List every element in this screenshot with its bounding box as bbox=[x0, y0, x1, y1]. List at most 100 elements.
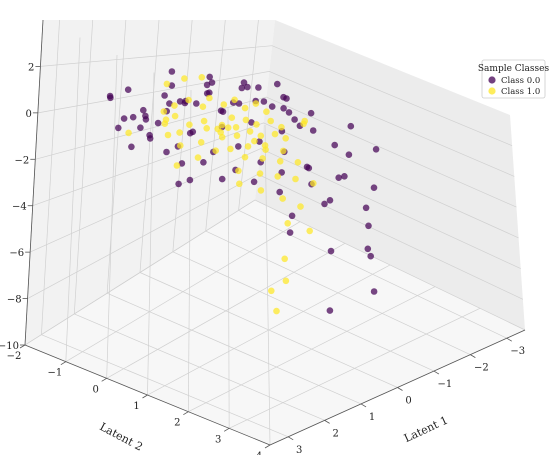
grid-line-x bbox=[106, 19, 127, 294]
point-class-0 bbox=[248, 119, 255, 126]
y-tick-label: 4 bbox=[256, 451, 262, 455]
x-tick-mark bbox=[397, 387, 403, 391]
point-class-1 bbox=[236, 180, 243, 188]
z-tick-label: 2 bbox=[28, 62, 34, 73]
point-class-1 bbox=[310, 180, 317, 187]
point-class-0 bbox=[217, 107, 225, 114]
point-class-0 bbox=[189, 128, 197, 136]
point-class-0 bbox=[335, 174, 343, 181]
point-class-0 bbox=[154, 119, 162, 127]
point-class-1 bbox=[199, 103, 207, 110]
y-tick-label: −1 bbox=[47, 368, 62, 379]
point-class-0 bbox=[175, 180, 182, 188]
point-class-1 bbox=[246, 128, 254, 135]
point-class-0 bbox=[327, 247, 335, 255]
point-class-1 bbox=[251, 137, 258, 145]
point-class-0 bbox=[256, 138, 263, 145]
point-class-0 bbox=[286, 229, 294, 236]
point-class-0 bbox=[288, 212, 296, 220]
point-class-0 bbox=[238, 84, 246, 92]
point-class-0 bbox=[203, 81, 211, 89]
point-class-0 bbox=[326, 197, 334, 204]
point-class-0 bbox=[307, 109, 315, 117]
legend-label-class-0: Class 0.0 bbox=[501, 76, 540, 86]
x-tick-label: 0 bbox=[405, 396, 411, 407]
point-class-1 bbox=[268, 287, 275, 295]
point-class-1 bbox=[231, 96, 238, 104]
point-class-1 bbox=[197, 139, 205, 146]
point-class-0 bbox=[142, 116, 150, 123]
point-class-1 bbox=[279, 147, 287, 155]
point-class-1 bbox=[281, 255, 289, 263]
point-class-1 bbox=[253, 121, 260, 128]
point-class-0 bbox=[161, 92, 168, 99]
point-class-1 bbox=[227, 145, 234, 153]
point-class-1 bbox=[294, 159, 302, 166]
y-tick-mark bbox=[60, 361, 67, 366]
z-tick-label: −4 bbox=[12, 202, 27, 213]
y-tick-mark bbox=[183, 411, 189, 416]
point-class-1 bbox=[198, 74, 206, 81]
x-axis-label: Latent 1 bbox=[402, 414, 450, 446]
point-class-0 bbox=[208, 79, 216, 86]
point-class-1 bbox=[218, 121, 226, 129]
point-class-1 bbox=[306, 227, 314, 235]
point-class-1 bbox=[241, 104, 249, 112]
point-class-1 bbox=[252, 100, 260, 107]
point-class-0 bbox=[372, 146, 380, 153]
point-class-1 bbox=[284, 220, 292, 227]
grid-line-x bbox=[238, 19, 259, 211]
point-class-1 bbox=[164, 131, 172, 139]
point-class-1 bbox=[218, 133, 226, 141]
grid-line-y-floor bbox=[147, 264, 391, 396]
point-class-1 bbox=[171, 102, 178, 109]
point-class-0 bbox=[168, 68, 176, 75]
point-class-0 bbox=[364, 245, 372, 253]
grid-line-z bbox=[40, 45, 513, 147]
point-class-1 bbox=[256, 170, 264, 177]
x-tick-label: −2 bbox=[474, 363, 489, 374]
point-class-0 bbox=[326, 307, 334, 314]
point-class-1 bbox=[263, 108, 270, 115]
point-class-1 bbox=[220, 101, 228, 108]
x-tick-mark bbox=[470, 354, 476, 358]
y-tick-label: −2 bbox=[7, 351, 22, 362]
point-class-1 bbox=[233, 132, 241, 139]
point-class-0 bbox=[146, 135, 154, 142]
x-tick-label: 3 bbox=[296, 445, 302, 455]
legend-title: Sample Classes bbox=[478, 64, 550, 74]
y-tick-mark bbox=[223, 427, 230, 432]
point-class-1 bbox=[162, 116, 170, 123]
x-tick-label: −1 bbox=[438, 379, 453, 390]
scatter-points bbox=[106, 68, 380, 315]
point-class-0 bbox=[206, 73, 213, 81]
point-class-0 bbox=[218, 175, 226, 183]
point-class-1 bbox=[228, 114, 236, 121]
point-class-1 bbox=[242, 116, 250, 124]
point-class-1 bbox=[282, 277, 290, 285]
y-axis-label: Latent 2 bbox=[97, 420, 144, 453]
grid-line-y-floor bbox=[188, 286, 436, 412]
point-class-0 bbox=[347, 122, 355, 130]
point-class-0 bbox=[280, 105, 287, 112]
point-class-1 bbox=[235, 167, 242, 175]
y-tick-mark bbox=[142, 394, 148, 399]
point-class-0 bbox=[370, 184, 378, 191]
point-class-0 bbox=[362, 204, 370, 212]
point-class-1 bbox=[261, 142, 269, 149]
point-class-0 bbox=[176, 98, 184, 105]
point-class-0 bbox=[200, 159, 207, 166]
point-class-1 bbox=[244, 143, 252, 150]
point-class-1 bbox=[279, 195, 287, 202]
grid-line-y bbox=[187, 89, 192, 412]
point-class-0 bbox=[276, 188, 284, 196]
grid-line-y-floor bbox=[65, 221, 301, 362]
point-class-0 bbox=[309, 127, 317, 134]
point-class-0 bbox=[280, 93, 287, 101]
y-tick-label: 2 bbox=[174, 418, 180, 429]
legend-marker-class-1 bbox=[488, 87, 496, 95]
point-class-0 bbox=[186, 176, 194, 184]
legend: Sample Classes Class 0.0 Class 1.0 bbox=[478, 59, 550, 99]
